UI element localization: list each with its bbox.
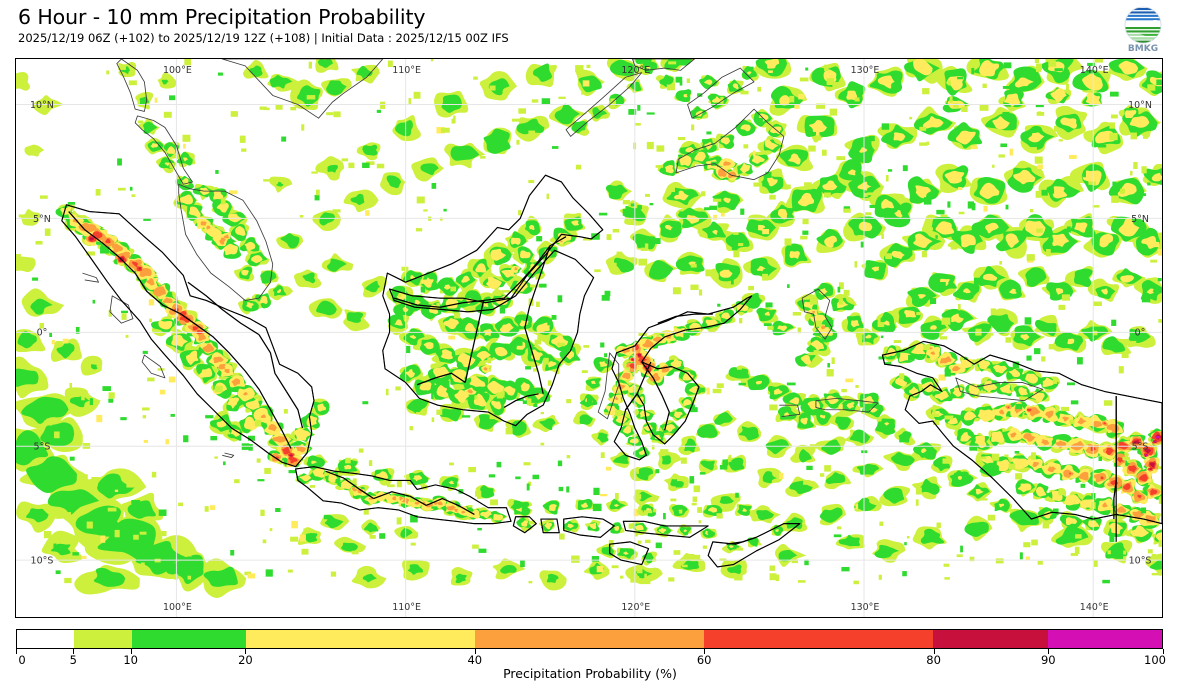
svg-text:110°E: 110°E [392, 602, 421, 613]
colorbar-tick-label: 80 [926, 653, 941, 667]
colorbar-tick-label: 20 [238, 653, 253, 667]
colorbar-tick [704, 649, 706, 654]
svg-text:0°: 0° [1135, 328, 1146, 339]
colorbar-segment-80-90 [933, 630, 1048, 648]
map-canvas: 100°E 100°E 110°E 110°E 120°E 120°E 130°E 130°E… [16, 59, 1162, 617]
bmkg-logo-icon: BMKG [1124, 6, 1162, 54]
colorbar-segment-90-100 [1047, 630, 1162, 648]
svg-text:5°S: 5°S [1132, 442, 1149, 453]
svg-text:130°E: 130°E [851, 602, 880, 613]
map-tick-labels: 100°E 100°E 110°E 110°E 120°E 120°E 130°E 130°E… [30, 65, 1152, 613]
svg-text:10°S: 10°S [31, 555, 54, 566]
colorbar-segment-5-10 [74, 630, 132, 648]
colorbar-tick [1163, 649, 1164, 654]
svg-text:110°E: 110°E [392, 65, 421, 76]
page-title: 6 Hour - 10 mm Precipitation Probability [18, 5, 426, 29]
colorbar-tick-label: 10 [123, 653, 139, 667]
colorbar-ticks: 0 5 10 20 40 60 80 90 100 [16, 649, 1166, 667]
colorbar-tick-label: 100 [1144, 653, 1166, 667]
svg-text:100°E: 100°E [163, 65, 192, 76]
svg-text:5°S: 5°S [34, 442, 51, 453]
svg-text:10°N: 10°N [1128, 100, 1152, 111]
colorbar-tick [1048, 649, 1050, 654]
svg-text:140°E: 140°E [1080, 65, 1109, 76]
colorbar-tick-label: 40 [467, 653, 483, 667]
svg-text:130°E: 130°E [851, 65, 880, 76]
bmkg-logo: BMKG [1116, 4, 1170, 54]
svg-text:140°E: 140°E [1080, 602, 1109, 613]
colorbar-axis-label: Precipitation Probability (%) [503, 666, 677, 681]
header: 6 Hour - 10 mm Precipitation Probability… [18, 4, 509, 46]
svg-text:100°E: 100°E [163, 602, 192, 613]
colorbar-segment-20-40 [246, 630, 475, 648]
colorbar-tick [474, 649, 476, 654]
colorbar-tick-label: 0 [18, 653, 26, 667]
colorbar-tick [16, 649, 17, 654]
svg-text:5°N: 5°N [1131, 214, 1149, 225]
colorbar-tick [73, 649, 75, 654]
colorbar-segment-10-20 [131, 630, 246, 648]
colorbar-segment-40-60 [475, 630, 704, 648]
colorbar-tick-label: 5 [69, 653, 78, 667]
svg-text:0°: 0° [37, 328, 48, 339]
page-subtitle: 2025/12/19 06Z (+102) to 2025/12/19 12Z … [18, 31, 509, 45]
bmkg-logo-label: BMKG [1128, 44, 1158, 54]
colorbar-tick-label: 60 [696, 653, 712, 667]
colorbar-tick [130, 649, 132, 654]
colorbar-tick [933, 649, 935, 654]
colorbar-tick-label: 90 [1040, 653, 1056, 667]
colorbar-tick [245, 649, 247, 654]
colorbar-segment-0-5 [17, 630, 75, 648]
svg-text:120°E: 120°E [621, 602, 650, 613]
precip-speckle [16, 59, 1162, 585]
admin-borders [61, 174, 1162, 568]
svg-text:120°E: 120°E [621, 65, 650, 76]
svg-text:10°N: 10°N [30, 100, 54, 111]
colorbar [16, 629, 1163, 649]
colorbar-segment-60-80 [704, 630, 933, 648]
svg-text:5°N: 5°N [33, 214, 51, 225]
precipitation-map: 100°E 100°E 110°E 110°E 120°E 120°E 130°E 130°E… [15, 58, 1163, 618]
svg-text:10°S: 10°S [1129, 555, 1152, 566]
